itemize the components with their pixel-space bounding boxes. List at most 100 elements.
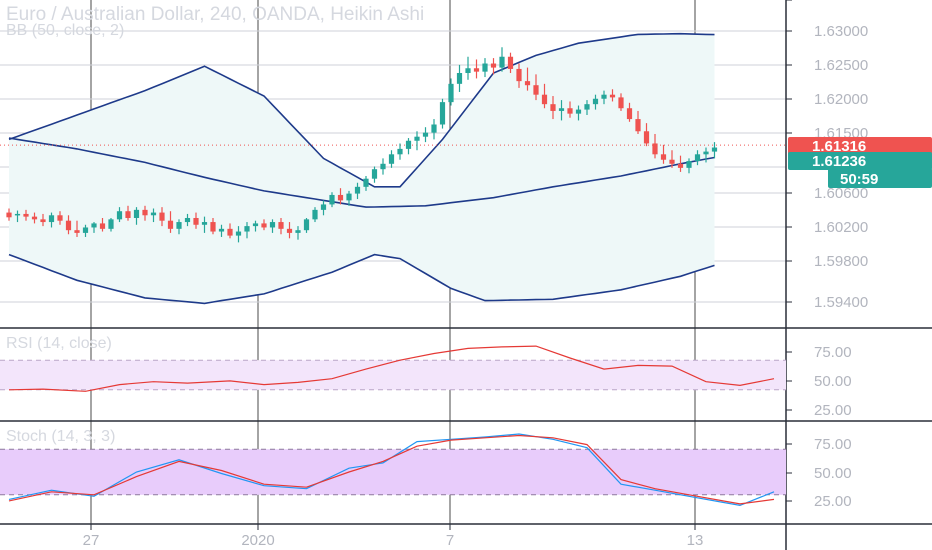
candle-body (99, 223, 106, 229)
candle-body (57, 215, 63, 221)
candle-body (201, 222, 208, 225)
candle-body (218, 228, 225, 232)
candle-body (184, 217, 191, 223)
candle-body (133, 209, 140, 218)
candle-body (516, 68, 522, 82)
candle-body (244, 226, 250, 232)
time-tick-label: 2020 (241, 532, 274, 549)
rsi-indicator-legend[interactable]: RSI (14, close) (6, 335, 112, 352)
bb-indicator-legend[interactable]: BB (50, close, 2) (6, 22, 125, 39)
price-tick-label: 1.63000 (814, 23, 868, 40)
stoch-axis: 75.00 50.00 25.00 (786, 436, 852, 510)
candle-body (626, 108, 633, 120)
candle-body (618, 97, 624, 109)
candle-body (295, 230, 301, 233)
candle-body (677, 163, 684, 168)
candle-body (592, 98, 599, 105)
price-axis[interactable]: 1.630001.625001.620001.615001.606001.602… (786, 0, 868, 311)
candle-body (541, 94, 548, 105)
candle-body (703, 151, 709, 155)
candle-body (159, 212, 165, 221)
candle-body (711, 147, 718, 152)
candle-body (422, 132, 429, 137)
price-tag-label: 1.61236 (812, 153, 866, 170)
candle-body (278, 222, 284, 229)
candle-body (329, 194, 335, 205)
candle-body (354, 186, 361, 194)
stoch-k-line (8, 433, 775, 507)
bb-lower-line (8, 253, 715, 305)
time-tick-label: 27 (83, 532, 100, 549)
price-tick-label: 1.59800 (814, 253, 868, 270)
price-tag-box (788, 137, 932, 155)
bb-band-area (9, 33, 715, 304)
candle-body (635, 119, 641, 132)
candle-body (167, 220, 174, 229)
time-axis[interactable]: 27 2020 7 13 (83, 524, 704, 549)
rsi-zone (0, 360, 786, 390)
candle-body (91, 223, 97, 228)
candle-body (584, 104, 590, 110)
candle-body (609, 94, 616, 98)
candle-body (31, 216, 38, 220)
stoch-indicator-legend[interactable]: Stoch (14, 3, 3) (6, 428, 116, 445)
time-tick-label: 7 (446, 532, 454, 549)
stoch-tick-label: 25.00 (814, 493, 852, 510)
candle-body (363, 178, 369, 187)
candle-body (465, 68, 471, 74)
stoch-d-line (8, 434, 775, 505)
price-tick-label: 1.60600 (814, 185, 868, 202)
candle-body (507, 56, 514, 69)
candle-body (414, 136, 420, 141)
candle-body (473, 68, 480, 72)
candle-body (371, 169, 378, 179)
bollinger-band-fill (9, 33, 715, 304)
candle-body (431, 124, 437, 133)
candle-body (142, 209, 148, 216)
candle-body (567, 108, 573, 114)
candle-body (303, 219, 310, 231)
stoch-pane (0, 433, 786, 507)
candle-body (116, 211, 123, 220)
candle-body (82, 227, 89, 233)
candlestick-series (6, 47, 718, 243)
bb-upper-line (8, 32, 715, 188)
rsi-line (8, 345, 775, 392)
candle-body (227, 228, 233, 236)
price-tag-label: 50:59 (840, 171, 878, 188)
candle-body (669, 159, 675, 164)
candle-body (65, 220, 72, 231)
candle-body (210, 222, 216, 232)
candle-body (252, 223, 259, 227)
candle-body (550, 104, 556, 111)
candle-body (6, 212, 12, 218)
candle-body (269, 222, 276, 228)
candle-body (150, 212, 157, 216)
candle-body (499, 56, 505, 68)
candle-body (346, 193, 352, 201)
candle-body (14, 213, 21, 216)
candle-body (388, 154, 395, 164)
price-tag-label: 1.61316 (812, 138, 866, 155)
candle-body (533, 85, 539, 95)
candle-body (601, 94, 607, 99)
candle-body (380, 163, 386, 170)
candle-body (482, 63, 488, 72)
candle-body (643, 131, 650, 144)
rsi-tick-label: 50.00 (814, 373, 852, 390)
stoch-tick-label: 75.00 (814, 436, 852, 453)
bollinger-band-lines (0, 32, 786, 305)
price-tick-label: 1.59400 (814, 294, 868, 311)
candle-body (320, 204, 327, 210)
candle-body (125, 211, 131, 218)
candle-body (74, 230, 80, 233)
price-tag-box (828, 168, 932, 188)
rsi-pane (0, 345, 786, 392)
candle-body (448, 83, 454, 103)
candle-body (261, 223, 267, 228)
candle-body (694, 154, 701, 162)
candle-body (312, 209, 318, 220)
candle-body (235, 231, 242, 236)
